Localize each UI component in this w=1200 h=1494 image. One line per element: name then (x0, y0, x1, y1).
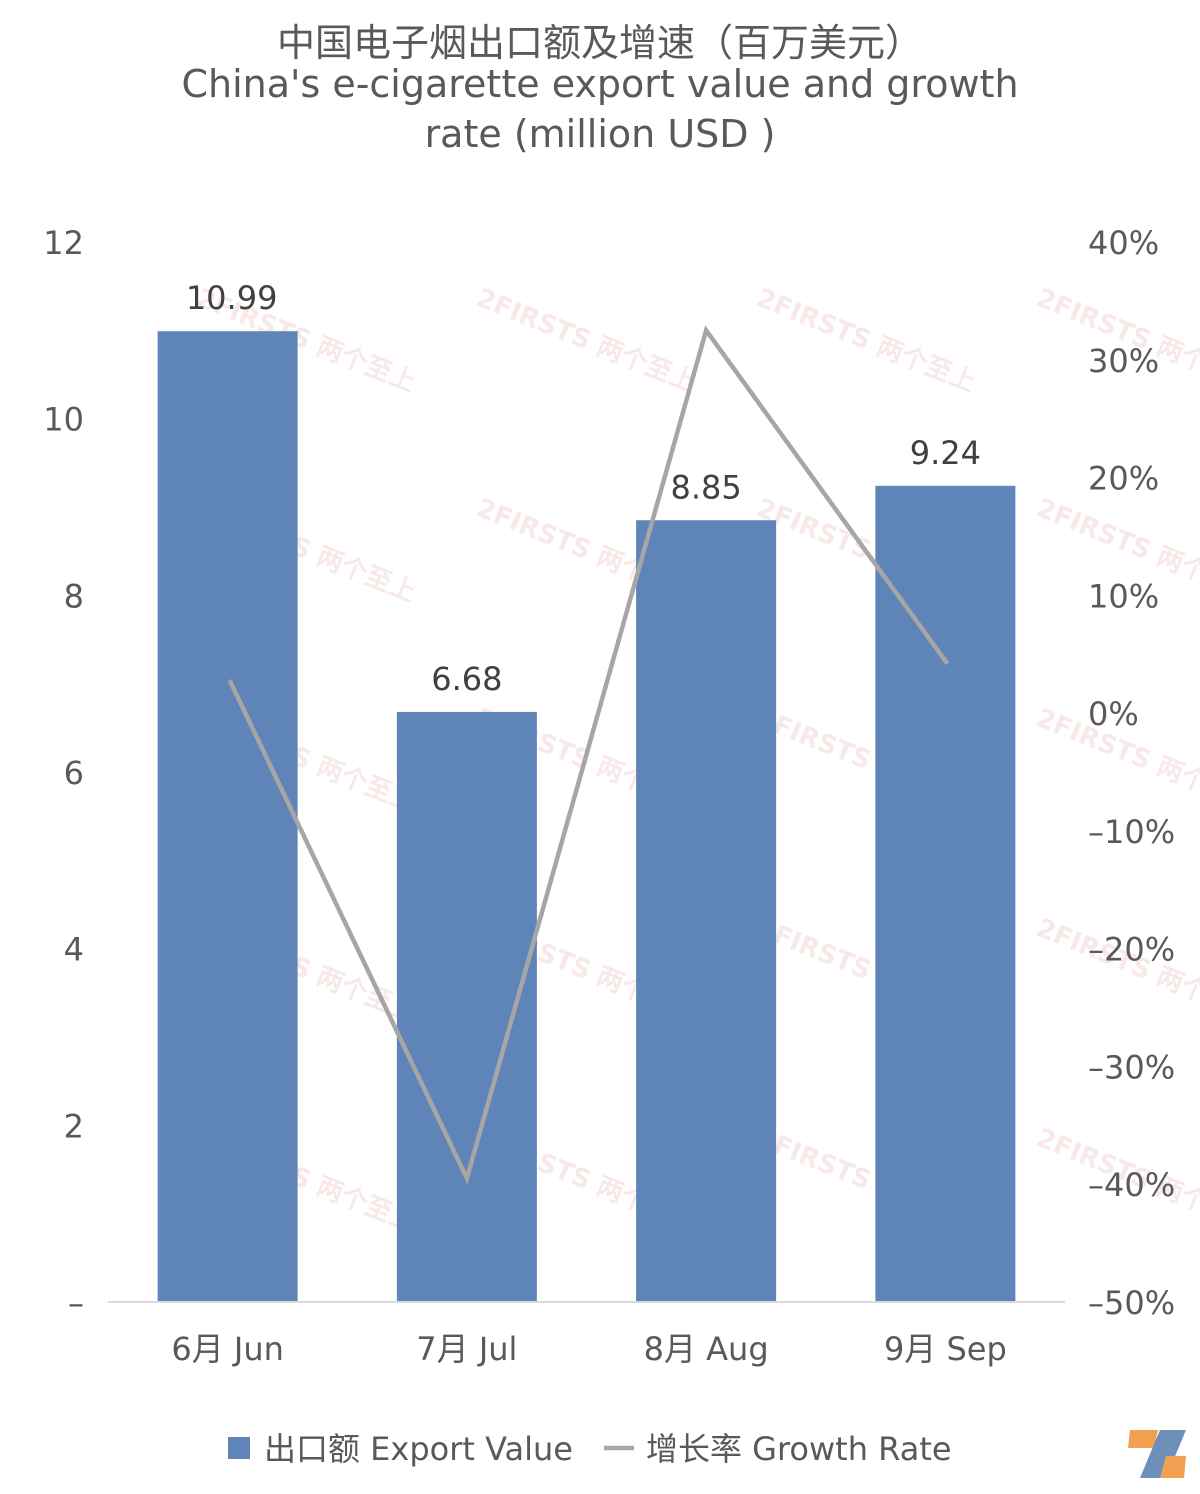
y-right-tick-label: –50% (1088, 1284, 1175, 1322)
y-left-tick-label: 10 (43, 401, 84, 439)
y-right-tick-label: –30% (1088, 1048, 1175, 1086)
title-line-zh: 中国电子烟出口额及增速（百万美元） (276, 21, 923, 65)
x-tick-label: 7月 Jul (416, 1330, 517, 1368)
y-right-tick-label: –40% (1088, 1166, 1175, 1204)
x-tick-label: 8月 Aug (644, 1330, 769, 1368)
growth-rate-line (227, 325, 950, 1185)
y-left-tick-label: – (68, 1284, 84, 1322)
y-right-tick-label: 0% (1088, 695, 1139, 733)
y-right-tick-label: 20% (1088, 460, 1159, 498)
y-right-tick-label: 10% (1088, 577, 1159, 615)
bar-data-label: 8.85 (671, 468, 742, 506)
bar-export-value (875, 485, 1016, 1302)
title-line-en-2: rate (million USD ) (424, 112, 776, 156)
bar-export-value (636, 520, 777, 1302)
bar-data-label: 10.99 (186, 279, 278, 317)
bar-export-value (157, 331, 298, 1302)
legend-swatch-export (228, 1437, 250, 1459)
legend-label-growth: 增长率 Growth Rate (646, 1430, 952, 1468)
y-right-tick-label: 40% (1088, 224, 1159, 262)
y-left-tick-label: 12 (43, 224, 84, 262)
legend-label-export: 出口额 Export Value (264, 1430, 573, 1468)
brand-logo-icon (1128, 1430, 1186, 1478)
x-tick-label: 9月 Sep (884, 1330, 1007, 1368)
y-right-tick-label: –20% (1088, 931, 1175, 969)
y-left-tick-label: 2 (64, 1107, 84, 1145)
x-tick-label: 6月 Jun (171, 1330, 284, 1368)
y-right-tick-label: –10% (1088, 813, 1175, 851)
y-left-tick-label: 6 (64, 754, 84, 792)
y-left-tick-label: 8 (64, 577, 84, 615)
bar-data-label: 9.24 (910, 434, 981, 472)
bar-data-label: 6.68 (431, 660, 502, 698)
y-right-tick-label: 30% (1088, 342, 1159, 380)
title-line-en-1: China's e-cigarette export value and gro… (181, 62, 1019, 106)
y-left-tick-label: 4 (64, 931, 84, 969)
